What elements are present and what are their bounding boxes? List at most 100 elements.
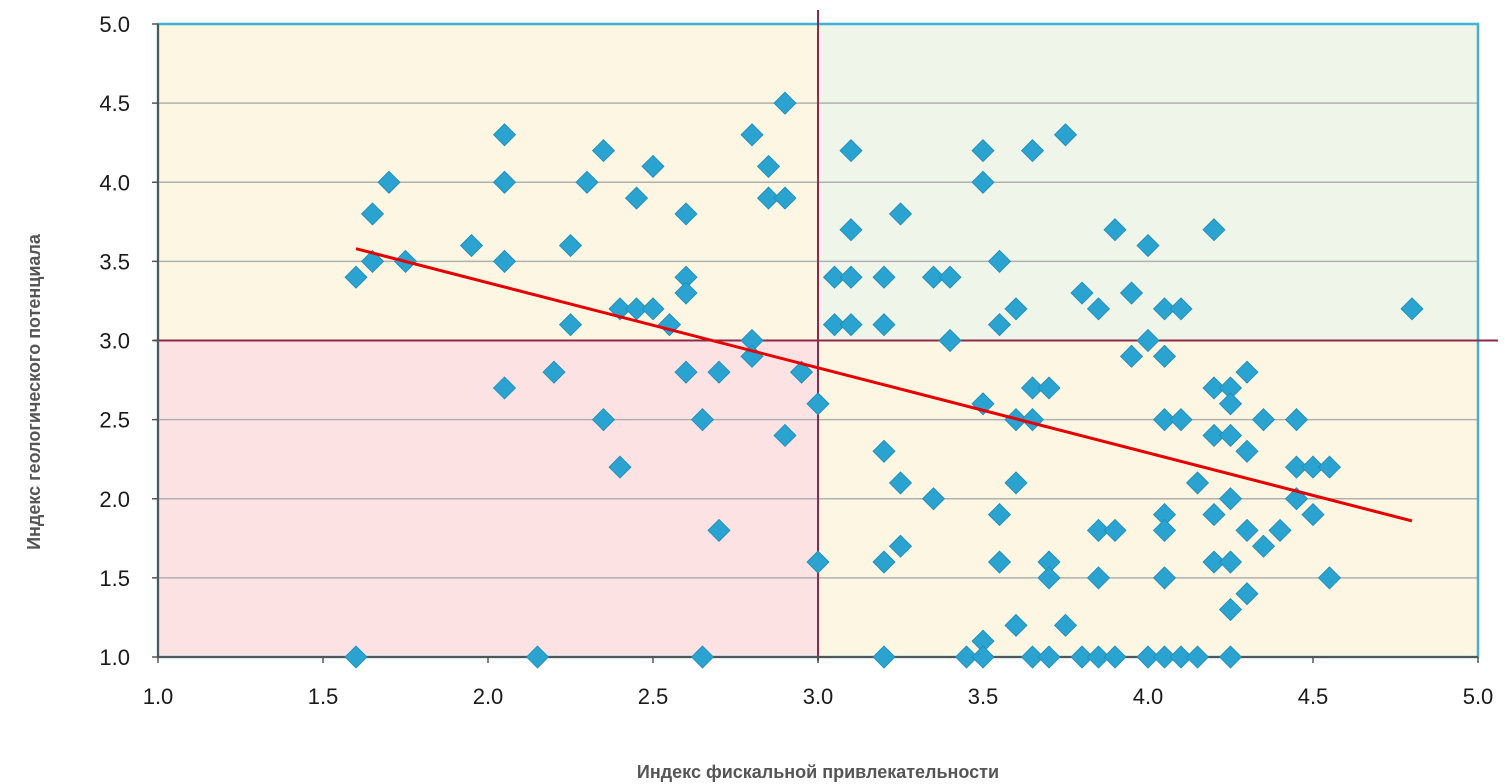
y-tick-label: 4.0 <box>99 170 130 195</box>
data-point <box>1004 471 1028 495</box>
y-tick-labels: 1.0 1.5 2.0 2.5 3.0 3.5 4.0 4.5 5.0 <box>99 12 130 670</box>
data-point <box>1037 566 1061 590</box>
data-point <box>558 233 583 258</box>
data-point <box>756 186 781 210</box>
data-point <box>773 186 797 210</box>
data-point <box>1169 645 1193 669</box>
data-point <box>344 265 368 289</box>
data-point <box>806 392 830 416</box>
data-point <box>1251 408 1276 432</box>
data-point <box>1103 645 1127 669</box>
data-point <box>971 170 995 194</box>
data-point <box>1301 455 1325 479</box>
data-point <box>1070 281 1094 305</box>
data-point <box>1136 328 1160 353</box>
x-tick-label: 4.0 <box>1133 684 1164 709</box>
data-point <box>1169 408 1193 432</box>
data-point <box>872 550 896 574</box>
data-point <box>1202 423 1226 448</box>
data-point <box>987 503 1012 527</box>
data-point <box>1037 376 1061 400</box>
data-point <box>1004 297 1028 321</box>
data-point <box>1152 566 1177 590</box>
data-point <box>756 154 781 178</box>
data-point <box>1235 518 1259 542</box>
data-point <box>1202 376 1226 400</box>
data-point <box>674 202 698 226</box>
y-tick-label: 1.5 <box>99 566 130 591</box>
data-point <box>1020 139 1045 163</box>
data-point <box>1169 297 1193 321</box>
data-point <box>1202 218 1226 242</box>
data-point <box>690 645 715 669</box>
data-point <box>839 313 863 337</box>
y-tick-label: 3.0 <box>99 329 130 354</box>
y-tick-label: 1.0 <box>99 645 130 670</box>
data-point <box>1086 645 1111 669</box>
data-point <box>1235 582 1259 606</box>
data-point <box>888 202 913 226</box>
data-point <box>344 645 368 669</box>
data-point <box>1103 518 1127 542</box>
data-point <box>1086 518 1111 542</box>
y-tick-label: 2.5 <box>99 408 130 433</box>
x-tick-label: 4.5 <box>1298 684 1329 709</box>
data-point <box>492 376 517 400</box>
data-point <box>888 534 913 558</box>
data-point <box>641 154 665 178</box>
data-point <box>839 218 863 242</box>
data-point <box>938 328 962 353</box>
data-point <box>789 360 814 384</box>
y-tick-label: 4.5 <box>99 91 130 116</box>
data-point <box>773 91 797 115</box>
data-point <box>740 123 764 147</box>
data-point <box>1235 360 1259 384</box>
data-point <box>1218 423 1243 448</box>
data-point <box>707 360 731 384</box>
data-point <box>839 265 863 289</box>
data-point <box>1317 455 1342 479</box>
data-point <box>1218 392 1243 416</box>
data-point <box>971 645 995 669</box>
data-point <box>690 408 715 432</box>
data-point <box>674 360 698 384</box>
x-tick-label: 2.5 <box>638 684 669 709</box>
data-point <box>1103 218 1127 242</box>
data-point <box>707 518 731 542</box>
data-point <box>839 139 863 163</box>
data-point <box>1251 534 1276 558</box>
data-point <box>1202 550 1226 574</box>
x-tick-label: 2.0 <box>473 684 504 709</box>
trendline-group <box>355 247 1413 523</box>
x-tick-label: 1.5 <box>308 684 339 709</box>
data-point <box>872 439 896 463</box>
y-tick-label: 5.0 <box>99 12 130 37</box>
data-point <box>1053 123 1078 147</box>
data-point <box>1218 645 1243 669</box>
x-tick-labels: 1.0 1.5 2.0 2.5 3.0 3.5 4.0 4.5 5.0 <box>143 684 1494 709</box>
data-point <box>1185 471 1210 495</box>
data-point <box>1119 344 1144 368</box>
data-point <box>1086 297 1111 321</box>
data-point <box>954 645 979 669</box>
trendline <box>355 247 1413 523</box>
data-point <box>773 423 797 448</box>
data-point <box>1268 518 1292 542</box>
data-point <box>1185 645 1210 669</box>
data-point <box>1400 297 1424 321</box>
data-point <box>987 550 1012 574</box>
data-point <box>492 123 517 147</box>
y-axis-title: Индекс геологического потенциала <box>24 233 44 550</box>
data-point <box>1136 645 1160 669</box>
data-points <box>344 91 1424 669</box>
data-point <box>938 265 962 289</box>
data-point <box>492 170 517 194</box>
x-axis-title: Индекс фискальной привлекательности <box>637 762 999 782</box>
data-point <box>377 170 401 194</box>
data-point <box>1020 645 1045 669</box>
data-point <box>360 202 385 226</box>
data-point <box>1037 645 1061 669</box>
data-point <box>1284 455 1309 479</box>
x-tick-label: 5.0 <box>1463 684 1494 709</box>
data-point <box>641 297 665 321</box>
